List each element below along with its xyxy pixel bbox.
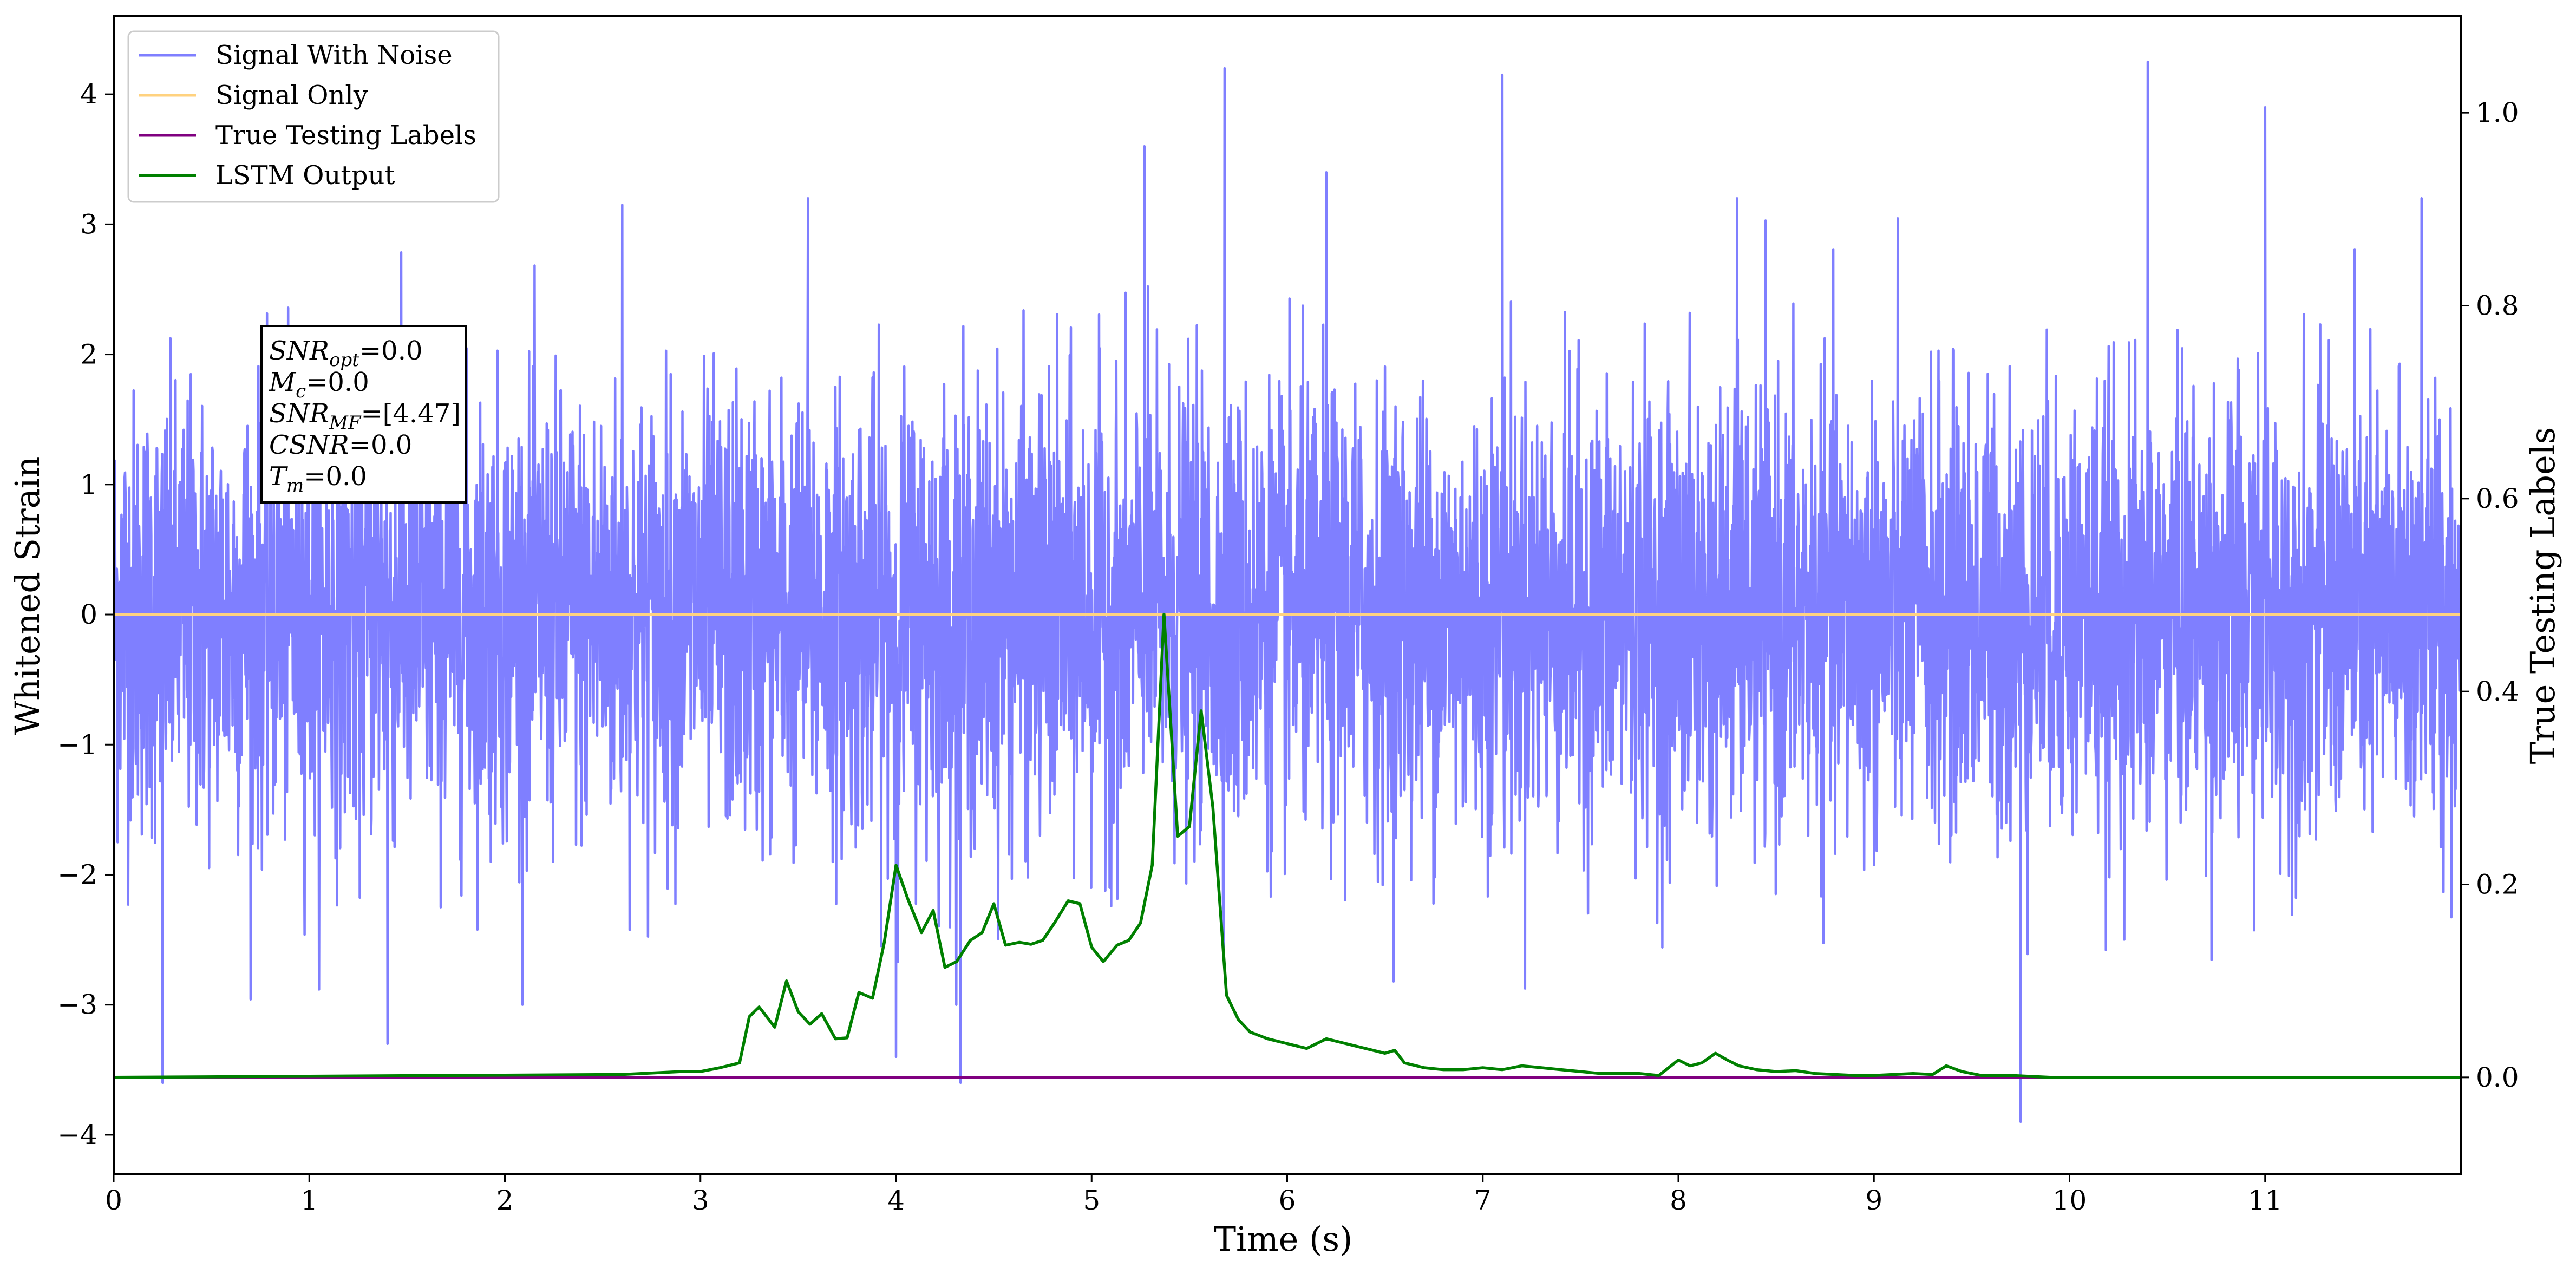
y-left-axis-label: Whitened Strain (8, 456, 47, 735)
y-left-tick-label: −1 (57, 729, 97, 760)
x-tick-label: 4 (887, 1185, 905, 1216)
annotation-symbol: T (269, 461, 288, 492)
x-axis-ticks: 0 1 2 3 4 5 6 7 8 9 10 11 (105, 1174, 2283, 1216)
y-right-tick-label: 1.0 (2476, 97, 2519, 128)
y-left-tick-label: 4 (80, 79, 97, 110)
legend-box (127, 30, 500, 203)
annotation-line: CSNR=0.0 (269, 430, 412, 460)
x-tick-label: 10 (2052, 1185, 2087, 1216)
x-tick-label: 0 (105, 1185, 122, 1216)
y-right-axis-ticks: 1.0 0.8 0.6 0.4 0.2 0.0 (2461, 97, 2519, 1093)
annotation-subscript: c (296, 381, 306, 402)
x-axis-label: Time (s) (1214, 1219, 1353, 1259)
annotation-value: =[4.47] (361, 398, 461, 429)
legend-label: True Testing Labels (215, 120, 476, 151)
legend-label: LSTM Output (215, 160, 395, 191)
y-right-tick-label: 0.4 (2476, 676, 2519, 707)
annotation-line: SNRopt=0.0 (269, 336, 423, 371)
annotation-symbol: M (269, 367, 297, 397)
annotation-line: Mc=0.0 (269, 367, 369, 402)
annotation-value: =0.0 (304, 461, 367, 492)
signal-with-noise-series (114, 60, 2461, 1123)
x-tick-label: 3 (692, 1185, 709, 1216)
y-left-tick-label: 1 (80, 469, 97, 500)
y-left-axis-ticks: 4 3 2 1 0 −1 −2 −3 −4 (57, 79, 114, 1151)
y-right-axis-label: True Testing Labels (2523, 427, 2562, 765)
stats-annotation: SNRopt=0.0Mc=0.0SNRMF=[4.47]CSNR=0.0Tm=0… (260, 325, 467, 504)
y-left-tick-label: 3 (80, 208, 97, 240)
y-left-tick-label: 2 (80, 339, 97, 370)
x-tick-label: 7 (1474, 1185, 1492, 1216)
annotation-subscript: opt (329, 349, 359, 371)
x-tick-label: 2 (496, 1185, 514, 1216)
plot-area (114, 60, 2461, 1123)
x-tick-label: 6 (1279, 1185, 1296, 1216)
annotation-symbol: SNR (269, 398, 329, 429)
y-right-tick-label: 0.6 (2476, 483, 2519, 514)
x-tick-label: 11 (2248, 1185, 2283, 1216)
annotation-value: =0.0 (359, 336, 423, 366)
y-right-tick-label: 0.2 (2476, 869, 2519, 900)
y-right-tick-label: 0.8 (2476, 290, 2519, 322)
annotation-subscript: m (286, 475, 304, 496)
legend-label: Signal With Noise (215, 40, 453, 70)
x-tick-label: 1 (300, 1185, 318, 1216)
y-left-tick-label: −3 (57, 989, 97, 1021)
x-tick-label: 5 (1083, 1185, 1100, 1216)
annotation-value: =0.0 (306, 367, 369, 397)
y-left-tick-label: −4 (57, 1119, 97, 1151)
y-left-tick-label: 0 (80, 599, 97, 630)
y-right-tick-label: 0.0 (2476, 1062, 2519, 1093)
annotation-value: =0.0 (349, 430, 413, 460)
annotation-symbol: CSNR (269, 430, 349, 460)
annotation-subscript: MF (329, 412, 362, 434)
x-tick-label: 8 (1670, 1185, 1687, 1216)
legend: Signal With Noise Signal Only True Testing… (127, 30, 500, 203)
annotation-symbol: SNR (269, 336, 329, 366)
y-left-tick-label: −2 (57, 859, 97, 890)
lstm-output-series (114, 612, 2461, 1079)
annotation-line: Tm=0.0 (269, 461, 367, 496)
x-tick-label: 9 (1865, 1185, 1882, 1216)
annotation-box (260, 325, 467, 504)
annotation-line: SNRMF=[4.47] (269, 398, 461, 434)
legend-label: Signal Only (215, 80, 368, 110)
